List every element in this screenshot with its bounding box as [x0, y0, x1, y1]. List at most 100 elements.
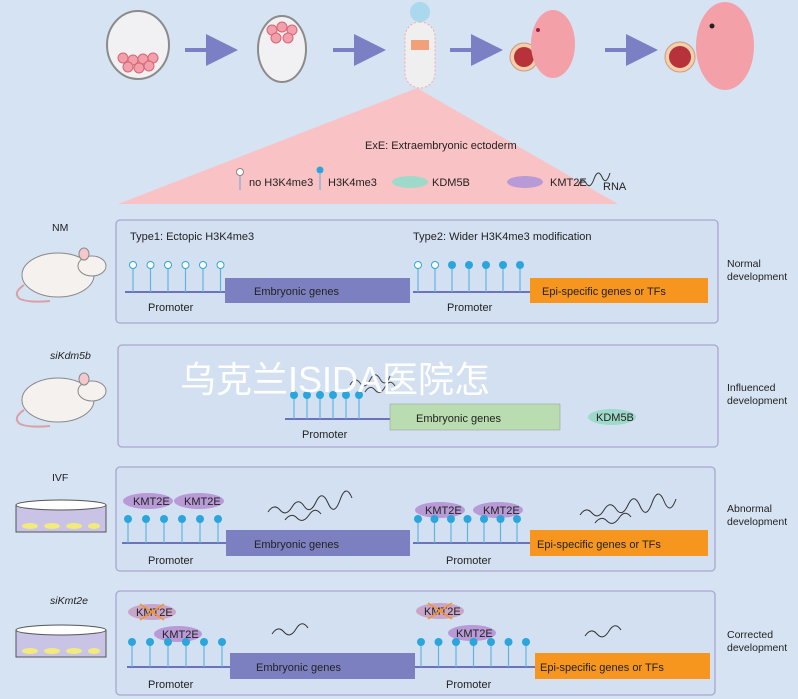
kmt2e-label: KMT2E	[425, 505, 462, 517]
no-h3k4me3-mark	[431, 261, 439, 269]
kdm5b-icon	[392, 176, 428, 188]
h3k4me3-mark	[214, 515, 222, 523]
gene-label: Embryonic genes	[256, 662, 341, 674]
h3k4me3-icon	[316, 166, 324, 174]
legend: no H3K4me3 H3K4me3 KDM5B KMT2E RNA	[236, 166, 627, 193]
kmt2e-label: KMT2E	[133, 496, 170, 508]
no-h3k4me3-mark	[146, 261, 155, 269]
h3k4me3-mark	[499, 261, 507, 269]
row-label-sikdm5b: siKdm5b	[50, 350, 91, 362]
no-h3k4me3-icon	[236, 168, 244, 176]
promoter-label: Promoter	[148, 679, 194, 691]
h3k4me3-mark	[504, 638, 513, 646]
rna-icon	[577, 172, 611, 187]
kmt2e-label: KMT2E	[162, 629, 199, 641]
h3k4me3-mark	[469, 638, 478, 646]
mouse-icon	[15, 372, 107, 428]
embryonic-genes-box	[389, 403, 561, 431]
h3k4me3-mark	[513, 515, 521, 523]
kmt2e-label: KMT2E	[483, 505, 520, 517]
gene-label: Embryonic genes	[254, 539, 339, 551]
outcome-nm: Normal development	[727, 258, 787, 283]
rna-icon	[271, 623, 309, 636]
promoter-label: Promoter	[446, 555, 492, 567]
kmt2e-label: KMT2E	[456, 628, 493, 640]
embryo-stage-blastocyst	[257, 15, 307, 83]
rna-icon	[267, 490, 353, 521]
h3k4me3-mark	[480, 515, 488, 523]
cross-icon	[427, 602, 453, 620]
outcome-ivf: Abnormal development	[727, 503, 787, 528]
row-label-sikmt2e: siKmt2e	[50, 595, 88, 607]
panel-sikdm5b	[117, 344, 719, 448]
h3k4me3-mark	[218, 638, 226, 646]
promoter-label: Promoter	[148, 555, 194, 567]
h3k4me3-mark	[164, 638, 172, 646]
h3k4me3-mark	[316, 391, 324, 399]
no-h3k4me3-mark	[414, 261, 422, 269]
h3k4me3-mark	[342, 391, 350, 399]
kdm5b-label: KDM5B	[596, 412, 634, 424]
culture-dish-icon	[15, 624, 107, 658]
row-label-ivf: IVF	[52, 472, 68, 484]
h3k4me3-mark	[182, 638, 190, 646]
embryonic-genes-box	[226, 530, 410, 556]
h3k4me3-mark	[516, 261, 524, 269]
epi-genes-box	[530, 530, 708, 556]
h3k4me3-mark	[417, 638, 425, 646]
embryo-stage-egg-cylinder	[404, 2, 436, 89]
kdm5b-protein	[588, 409, 636, 425]
promoter-label: Promoter	[148, 302, 194, 314]
type2-label: Type2: Wider H3K4me3 modification	[413, 231, 592, 243]
embryonic-genes-box	[230, 653, 415, 679]
fetus-with-placenta	[509, 10, 575, 78]
outcome-sikdm5b: Influenced development	[727, 382, 787, 407]
kmt2e-protein	[123, 493, 173, 509]
h3k4me3-mark	[142, 515, 150, 523]
h3k4me3-mark	[430, 515, 439, 523]
legend-title: ExE: Extraembryonic ectoderm	[365, 140, 517, 152]
h3k4me3-mark	[355, 391, 363, 399]
h3k4me3-mark	[434, 638, 443, 646]
epi-genes-box	[530, 278, 708, 303]
h3k4me3-mark	[447, 515, 455, 523]
h3k4me3-mark	[452, 638, 460, 646]
h3k4me3-mark	[303, 391, 311, 399]
h3k4me3-mark	[160, 515, 168, 523]
promoter-label: Promoter	[302, 429, 348, 441]
gene-label: Embryonic genes	[254, 286, 339, 298]
h3k4me3-mark	[329, 391, 337, 399]
h3k4me3-mark	[200, 638, 208, 646]
kmt2e-icon	[507, 176, 543, 188]
gene-label: Epi-specific genes or TFs	[540, 662, 664, 674]
no-h3k4me3-mark	[181, 261, 190, 269]
rna-icon	[584, 625, 622, 638]
gene-label: Embryonic genes	[416, 413, 501, 425]
no-h3k4me3-mark	[199, 261, 207, 269]
h3k4me3-mark	[290, 391, 298, 399]
no-h3k4me3-mark	[216, 261, 225, 269]
kmt2e-protein	[174, 493, 224, 509]
culture-dish-icon	[15, 499, 107, 533]
h3k4me3-mark	[487, 638, 495, 646]
type1-label: Type1: Ectopic H3K4me3	[130, 231, 254, 243]
row-label-nm: NM	[52, 222, 68, 234]
promoter-label: Promoter	[446, 679, 492, 691]
kmt2e-label: KMT2E	[184, 496, 221, 508]
exe-triangle	[118, 88, 618, 204]
no-h3k4me3-mark	[129, 261, 137, 269]
legend-no-h3k4me3: no H3K4me3	[249, 177, 313, 189]
legend-rna: RNA	[603, 181, 627, 193]
outcome-sikmt2e: Corrected development	[727, 629, 787, 654]
h3k4me3-mark	[465, 261, 473, 269]
epi-genes-box	[535, 653, 710, 679]
legend-h3k4me3: H3K4me3	[328, 177, 377, 189]
gene-label: Epi-specific genes or TFs	[542, 286, 666, 298]
no-h3k4me3-mark	[164, 261, 172, 269]
h3k4me3-mark	[463, 515, 472, 523]
kmt2e-protein	[415, 502, 465, 518]
h3k4me3-mark	[146, 638, 154, 646]
mouse-icon	[15, 247, 107, 303]
promoter-label: Promoter	[447, 302, 493, 314]
